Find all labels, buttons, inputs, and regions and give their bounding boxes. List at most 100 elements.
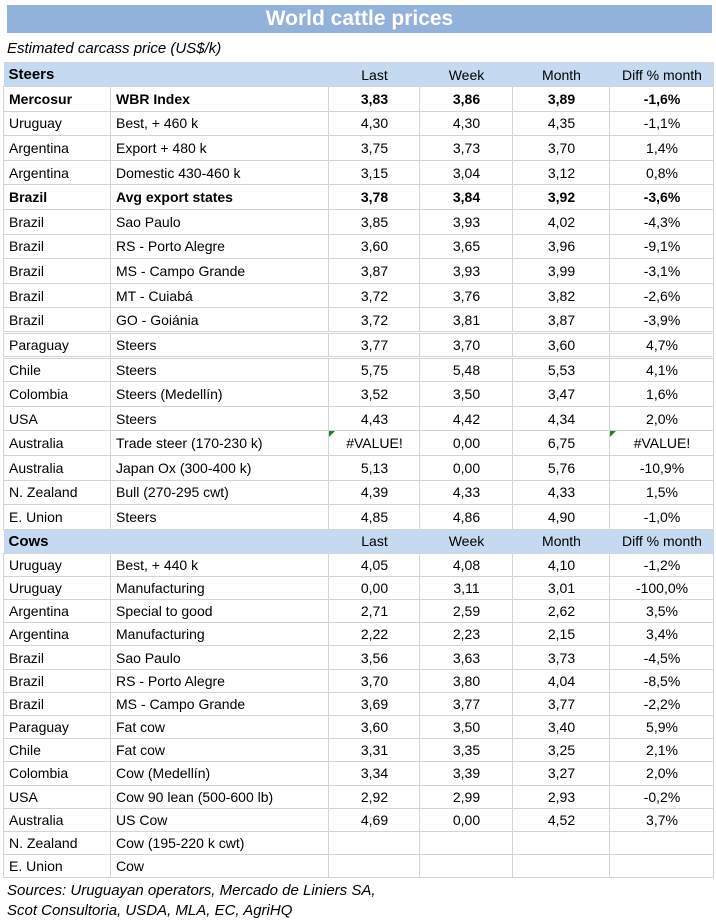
last-cell[interactable]: 3,31 — [328, 738, 420, 763]
country-cell[interactable]: Uruguay — [3, 552, 111, 577]
last-cell[interactable]: 3,34 — [328, 761, 420, 786]
month-cell[interactable]: 3,25 — [512, 738, 610, 763]
last-cell[interactable]: 3,60 — [328, 714, 420, 740]
last-cell[interactable]: 3,52 — [328, 381, 420, 407]
description-cell[interactable]: Cow 90 lean (500-600 lb) — [110, 784, 329, 809]
month-cell[interactable]: 2,62 — [512, 599, 610, 624]
description-cell[interactable]: GO - Goiánia — [110, 307, 329, 334]
country-cell[interactable]: Brazil — [3, 691, 111, 717]
description-cell[interactable]: Fat cow — [110, 738, 329, 763]
last-cell[interactable]: 3,72 — [328, 282, 420, 309]
country-cell[interactable]: Brazil — [3, 668, 111, 693]
last-cell[interactable]: 2,22 — [328, 622, 420, 647]
column-header-month[interactable]: Month — [512, 62, 610, 87]
country-cell[interactable]: Paraguay — [3, 331, 111, 359]
last-cell[interactable]: 3,70 — [328, 668, 420, 693]
last-cell[interactable]: 5,13 — [328, 454, 420, 481]
country-cell[interactable]: Brazil — [3, 645, 111, 670]
section-label-steers[interactable]: Steers — [3, 62, 329, 87]
month-cell[interactable]: 3,77 — [512, 691, 610, 717]
description-cell[interactable]: Steers — [110, 331, 329, 359]
month-cell[interactable]: 4,52 — [512, 807, 610, 832]
week-cell[interactable]: 3,04 — [419, 159, 513, 186]
country-cell[interactable]: Australia — [3, 430, 111, 456]
week-cell[interactable]: 4,30 — [419, 110, 513, 137]
last-cell[interactable]: 3,60 — [328, 233, 420, 260]
last-cell[interactable]: 3,78 — [328, 184, 420, 210]
last-cell[interactable]: 3,69 — [328, 691, 420, 717]
description-cell[interactable]: Special to good — [110, 599, 329, 624]
month-cell[interactable]: 5,76 — [512, 454, 610, 481]
diff-cell[interactable]: -8,5% — [609, 668, 714, 693]
month-cell[interactable]: 3,89 — [512, 86, 610, 112]
country-cell[interactable]: N. Zealand — [3, 830, 111, 856]
diff-cell[interactable]: -1,0% — [609, 504, 714, 530]
week-cell[interactable]: 3,70 — [419, 331, 513, 359]
month-cell[interactable]: 3,40 — [512, 714, 610, 740]
country-cell[interactable]: USA — [3, 405, 111, 432]
country-cell[interactable]: N. Zealand — [3, 479, 111, 506]
description-cell[interactable]: Manufacturing — [110, 575, 329, 601]
month-cell[interactable]: 4,35 — [512, 110, 610, 137]
description-cell[interactable]: Best, + 460 k — [110, 110, 329, 137]
country-cell[interactable]: Colombia — [3, 761, 111, 786]
month-cell[interactable]: 3,73 — [512, 645, 610, 670]
last-cell[interactable]: 3,56 — [328, 645, 420, 670]
week-cell[interactable]: 0,00 — [419, 454, 513, 481]
diff-cell[interactable]: 1,4% — [609, 135, 714, 161]
last-cell[interactable]: #VALUE! — [328, 430, 420, 456]
week-cell[interactable]: 4,42 — [419, 405, 513, 432]
month-cell[interactable]: 3,92 — [512, 184, 610, 210]
month-cell[interactable]: 4,04 — [512, 668, 610, 693]
description-cell[interactable]: Japan Ox (300-400 k) — [110, 454, 329, 481]
country-cell[interactable]: Brazil — [3, 208, 111, 235]
description-cell[interactable]: Steers (Medellín) — [110, 381, 329, 407]
last-cell[interactable]: 4,05 — [328, 552, 420, 577]
last-cell[interactable]: 4,30 — [328, 110, 420, 137]
description-cell[interactable]: Sao Paulo — [110, 645, 329, 670]
description-cell[interactable]: Cow (195-220 k cwt) — [110, 830, 329, 856]
diff-cell[interactable]: -4,5% — [609, 645, 714, 670]
diff-cell[interactable]: 1,6% — [609, 381, 714, 407]
diff-cell[interactable]: 0,8% — [609, 159, 714, 186]
description-cell[interactable]: Bull (270-295 cwt) — [110, 479, 329, 506]
last-cell[interactable]: 3,75 — [328, 135, 420, 161]
month-cell[interactable]: 3,87 — [512, 307, 610, 334]
last-cell[interactable]: 3,77 — [328, 331, 420, 359]
country-cell[interactable]: Colombia — [3, 381, 111, 407]
last-cell[interactable]: 3,83 — [328, 86, 420, 112]
diff-cell[interactable]: -9,1% — [609, 233, 714, 260]
month-cell[interactable]: 3,96 — [512, 233, 610, 260]
diff-cell[interactable]: -1,6% — [609, 86, 714, 112]
diff-cell[interactable]: -2,2% — [609, 691, 714, 717]
week-cell[interactable]: 3,73 — [419, 135, 513, 161]
last-cell[interactable]: 4,39 — [328, 479, 420, 506]
country-cell[interactable]: Brazil — [3, 184, 111, 210]
diff-cell[interactable]: -2,6% — [609, 282, 714, 309]
week-cell[interactable]: 3,65 — [419, 233, 513, 260]
column-header-last[interactable]: Last — [328, 528, 420, 554]
week-cell[interactable]: 3,50 — [419, 381, 513, 407]
description-cell[interactable]: Steers — [110, 356, 329, 383]
week-cell[interactable]: 3,39 — [419, 761, 513, 786]
description-cell[interactable]: US Cow — [110, 807, 329, 832]
month-cell[interactable]: 3,70 — [512, 135, 610, 161]
week-cell[interactable]: 5,48 — [419, 356, 513, 383]
last-cell[interactable]: 4,43 — [328, 405, 420, 432]
month-cell[interactable]: 4,34 — [512, 405, 610, 432]
week-cell[interactable]: 3,76 — [419, 282, 513, 309]
month-cell[interactable]: 3,47 — [512, 381, 610, 407]
diff-cell[interactable]: 2,0% — [609, 405, 714, 432]
column-header-month[interactable]: Month — [512, 528, 610, 554]
description-cell[interactable]: WBR Index — [110, 86, 329, 112]
week-cell[interactable]: 3,81 — [419, 307, 513, 334]
description-cell[interactable]: MS - Campo Grande — [110, 258, 329, 284]
diff-cell[interactable]: -0,2% — [609, 784, 714, 809]
description-cell[interactable]: Avg export states — [110, 184, 329, 210]
last-cell[interactable]: 4,69 — [328, 807, 420, 832]
country-cell[interactable]: Paraguay — [3, 714, 111, 740]
description-cell[interactable]: MT - Cuiabá — [110, 282, 329, 309]
last-cell[interactable]: 2,92 — [328, 784, 420, 809]
column-header-last[interactable]: Last — [328, 62, 420, 87]
country-cell[interactable]: Australia — [3, 454, 111, 481]
